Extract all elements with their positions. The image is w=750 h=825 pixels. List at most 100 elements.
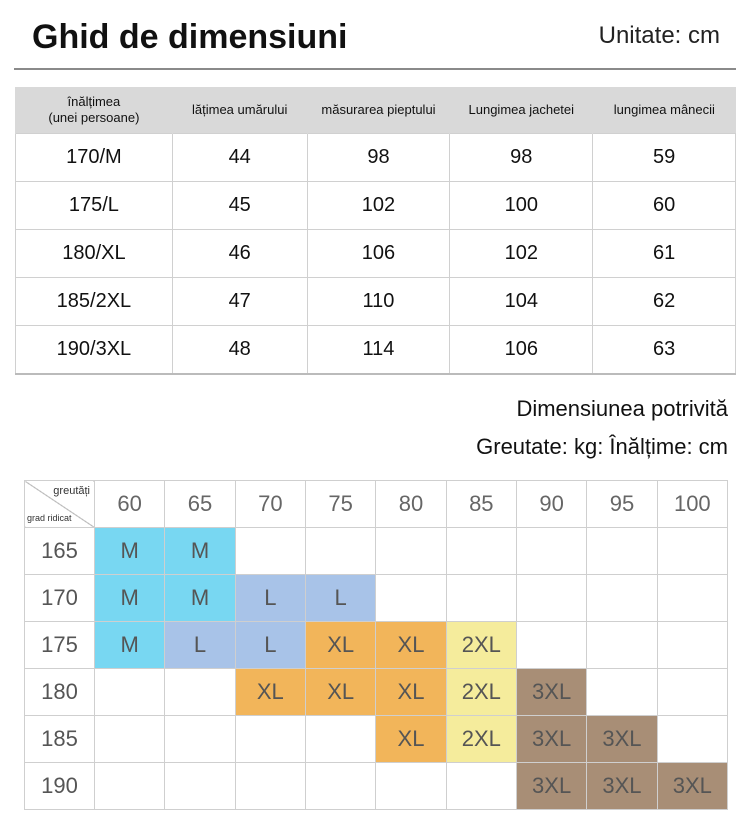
fit-table: greutăți grad ridicat 60 65 70 75 80 85 90 95 100 1… [24,480,729,810]
size-cell: 48 [171,325,308,375]
fit-cell: XL [375,621,447,669]
fit-cell [586,668,658,716]
fit-cell [656,621,729,669]
size-cell: 44 [171,133,308,182]
size-header-4: lungimea mânecii [592,87,736,134]
divider [14,68,736,70]
size-cell: 98 [449,133,594,182]
fit-cell [445,762,517,810]
weight-header: 70 [234,480,306,528]
weight-header: 90 [515,480,588,528]
fit-cell: 3XL [586,762,658,810]
corner-weight-label: greutăți [53,485,90,497]
fit-cell [515,527,588,575]
corner-height-label: grad ridicat [27,513,72,523]
unit-label: Unitate: cm [598,22,720,49]
fit-cell [164,762,236,810]
weight-header: 100 [656,480,729,528]
fit-cell: XL [304,621,377,669]
fit-cell [93,715,166,763]
size-cell: 190/3XL [15,325,173,375]
fit-cell [586,621,658,669]
fit-row: 175 M L L XL XL 2XL [24,621,729,669]
fit-header-row: greutăți grad ridicat 60 65 70 75 80 85 90 95 100 [24,480,729,528]
fit-cell [586,527,658,575]
fit-cell: XL [304,668,377,716]
fit-cell: M [164,574,236,622]
fit-cell [164,715,236,763]
fit-cell: 3XL [656,762,729,810]
fit-cell: 3XL [515,762,588,810]
fit-cell [656,574,729,622]
size-cell: 175/L [15,181,173,230]
fit-cell: 3XL [515,715,588,763]
fit-cell: L [234,621,306,669]
fit-cell: 3XL [586,715,658,763]
height-label: 180 [24,668,95,716]
size-cell: 106 [306,229,451,278]
fit-cell: M [93,574,166,622]
fit-cell: M [164,527,236,575]
height-label: 175 [24,621,95,669]
fit-cell [304,715,377,763]
weight-header: 85 [445,480,517,528]
fit-cell [656,527,729,575]
height-label: 190 [24,762,95,810]
table-row: 190/3XL 48 114 106 63 [15,325,736,375]
size-cell: 45 [171,181,308,230]
size-cell: 62 [592,277,736,326]
fit-table-body: greutăți grad ridicat 60 65 70 75 80 85 90 95 100 1… [24,480,729,810]
height-label: 165 [24,527,95,575]
fit-row: 185 XL 2XL 3XL 3XL [24,715,729,763]
size-cell: 110 [306,277,451,326]
height-label: 185 [24,715,95,763]
size-cell: 46 [171,229,308,278]
fit-cell [445,527,517,575]
weight-header: 95 [586,480,658,528]
fit-row: 170 M M L L [24,574,729,622]
size-cell: 63 [592,325,736,375]
table-row: 170/M 44 98 98 59 [15,133,736,182]
fit-cell [445,574,517,622]
size-cell: 102 [449,229,594,278]
fit-cell [164,668,236,716]
fit-cell: XL [375,668,447,716]
table-row: 180/XL 46 106 102 61 [15,229,736,278]
fit-cell [515,574,588,622]
size-cell: 61 [592,229,736,278]
size-cell: 114 [306,325,451,375]
fit-cell: XL [375,715,447,763]
fit-cell [234,762,306,810]
fit-cell: 2XL [445,668,517,716]
size-cell: 185/2XL [15,277,173,326]
size-table-header: înălțimea (unei persoane) lățimea umărului… [15,87,736,134]
fit-cell: 2XL [445,621,517,669]
fit-subtitle: Greutate: kg: Înălțime: cm [476,434,728,459]
fit-row: 165 M M [24,527,729,575]
table-row: 175/L 45 102 100 60 [15,181,736,230]
fit-cell [304,527,377,575]
size-cell: 60 [592,181,736,230]
size-cell: 100 [449,181,594,230]
fit-cell [93,762,166,810]
size-header-0: înălțimea (unei persoane) [15,87,173,134]
size-cell: 102 [306,181,451,230]
fit-corner: greutăți grad ridicat [24,480,95,528]
weight-header: 65 [164,480,236,528]
fit-row: 180 XL XL XL 2XL 3XL [24,668,729,716]
fit-cell [234,715,306,763]
fit-title: Dimensiunea potrivită [516,396,728,421]
fit-cell: M [93,527,166,575]
fit-row: 190 3XL 3XL 3XL [24,762,729,810]
fit-cell [375,574,447,622]
weight-header: 80 [375,480,447,528]
size-header-3: Lungimea jachetei [449,87,593,134]
fit-cell [375,527,447,575]
fit-cell [234,527,306,575]
size-cell: 59 [592,133,736,182]
size-cell: 98 [306,133,451,182]
size-cell: 106 [449,325,594,375]
size-header-1: lățimea umărului [171,87,308,134]
fit-cell: XL [234,668,306,716]
size-cell: 47 [171,277,308,326]
